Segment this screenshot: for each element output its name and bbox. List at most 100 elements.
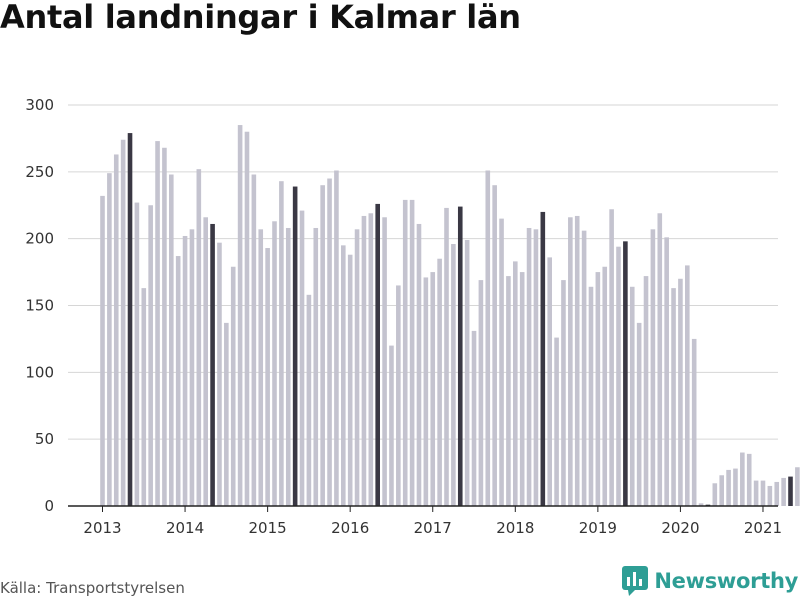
bar	[774, 481, 780, 506]
bar	[540, 211, 546, 506]
bar	[347, 254, 353, 506]
bar	[402, 199, 408, 506]
bar	[272, 221, 277, 507]
bar	[237, 125, 243, 507]
y-tick-label: 250	[25, 163, 54, 181]
chart-title: Antal landningar i Kalmar län	[0, 0, 521, 36]
bar	[609, 209, 614, 506]
bar	[279, 181, 284, 506]
x-tick-label: 2018	[496, 519, 534, 537]
bar	[629, 286, 635, 506]
y-tick-label: 150	[25, 297, 54, 315]
bar	[127, 133, 133, 506]
bar	[134, 202, 140, 506]
bar	[437, 258, 442, 506]
bar	[451, 244, 456, 506]
bar	[691, 338, 697, 506]
bars	[100, 125, 800, 507]
bar	[409, 199, 415, 506]
bar	[141, 288, 147, 506]
bar	[636, 322, 642, 506]
y-tick-label: 0	[44, 497, 54, 515]
bar	[588, 286, 594, 506]
bar	[719, 475, 724, 506]
x-tick-label: 2013	[83, 519, 121, 537]
bar	[196, 169, 202, 506]
bar	[182, 235, 188, 507]
bar	[292, 186, 298, 507]
bar	[533, 229, 539, 506]
bar	[781, 477, 786, 506]
bar	[492, 185, 497, 506]
bar	[210, 223, 215, 506]
bar	[581, 230, 587, 506]
x-tick-label: 2019	[579, 519, 617, 537]
y-axis-labels: 0 50 100 150 200 250 300	[25, 96, 54, 515]
bar	[203, 217, 208, 506]
bar	[513, 261, 518, 506]
bar	[643, 276, 649, 506]
bar	[354, 229, 360, 506]
brand-name: Newsworthy	[654, 569, 798, 593]
bar	[457, 206, 463, 506]
bar	[664, 237, 669, 506]
bar	[547, 257, 552, 506]
bar	[148, 205, 153, 506]
newsworthy-logo-icon	[622, 566, 649, 596]
x-tick-label: 2017	[414, 519, 452, 537]
bar	[568, 217, 573, 506]
y-tick-label: 100	[25, 363, 54, 381]
bar	[526, 227, 532, 506]
bar	[306, 294, 312, 506]
bar	[334, 170, 339, 506]
bar	[382, 217, 387, 506]
bar	[746, 453, 752, 506]
bar	[155, 141, 160, 506]
source-note: Källa: Transportstyrelsen	[0, 579, 185, 597]
bar	[175, 256, 181, 506]
bar	[726, 469, 731, 506]
bar	[423, 277, 429, 506]
y-tick-label: 50	[35, 430, 54, 448]
bar	[464, 240, 470, 506]
bar	[698, 503, 704, 506]
bar	[471, 330, 477, 506]
bar	[430, 272, 436, 506]
bar	[389, 345, 394, 506]
x-tick-label: 2020	[661, 519, 699, 537]
bar	[107, 173, 112, 507]
bar	[224, 322, 229, 506]
bar	[650, 229, 656, 506]
bar	[120, 139, 126, 506]
bar	[113, 154, 119, 506]
bar	[396, 285, 401, 506]
bar	[217, 242, 222, 506]
x-tick-label: 2016	[331, 519, 369, 537]
bar	[740, 452, 745, 506]
bar	[753, 480, 759, 506]
bar	[712, 483, 718, 506]
bar	[574, 215, 580, 506]
bar	[169, 174, 174, 506]
bar	[602, 266, 608, 506]
x-tick-label: 2015	[249, 519, 287, 537]
bar	[685, 265, 690, 506]
bar	[416, 223, 422, 506]
bar	[361, 215, 367, 506]
bar	[299, 210, 305, 506]
bar	[258, 229, 264, 506]
bar	[189, 229, 195, 506]
x-axis: 2013201420152016201720182019202020212022	[68, 505, 782, 537]
bar	[313, 227, 319, 506]
bar	[506, 276, 511, 506]
bar	[788, 476, 793, 506]
bar	[795, 467, 800, 506]
bar	[767, 485, 773, 506]
bar	[375, 203, 380, 506]
bar	[519, 272, 525, 506]
bar	[100, 195, 105, 506]
bar	[251, 174, 257, 506]
bar	[499, 218, 504, 506]
bar	[657, 213, 663, 506]
